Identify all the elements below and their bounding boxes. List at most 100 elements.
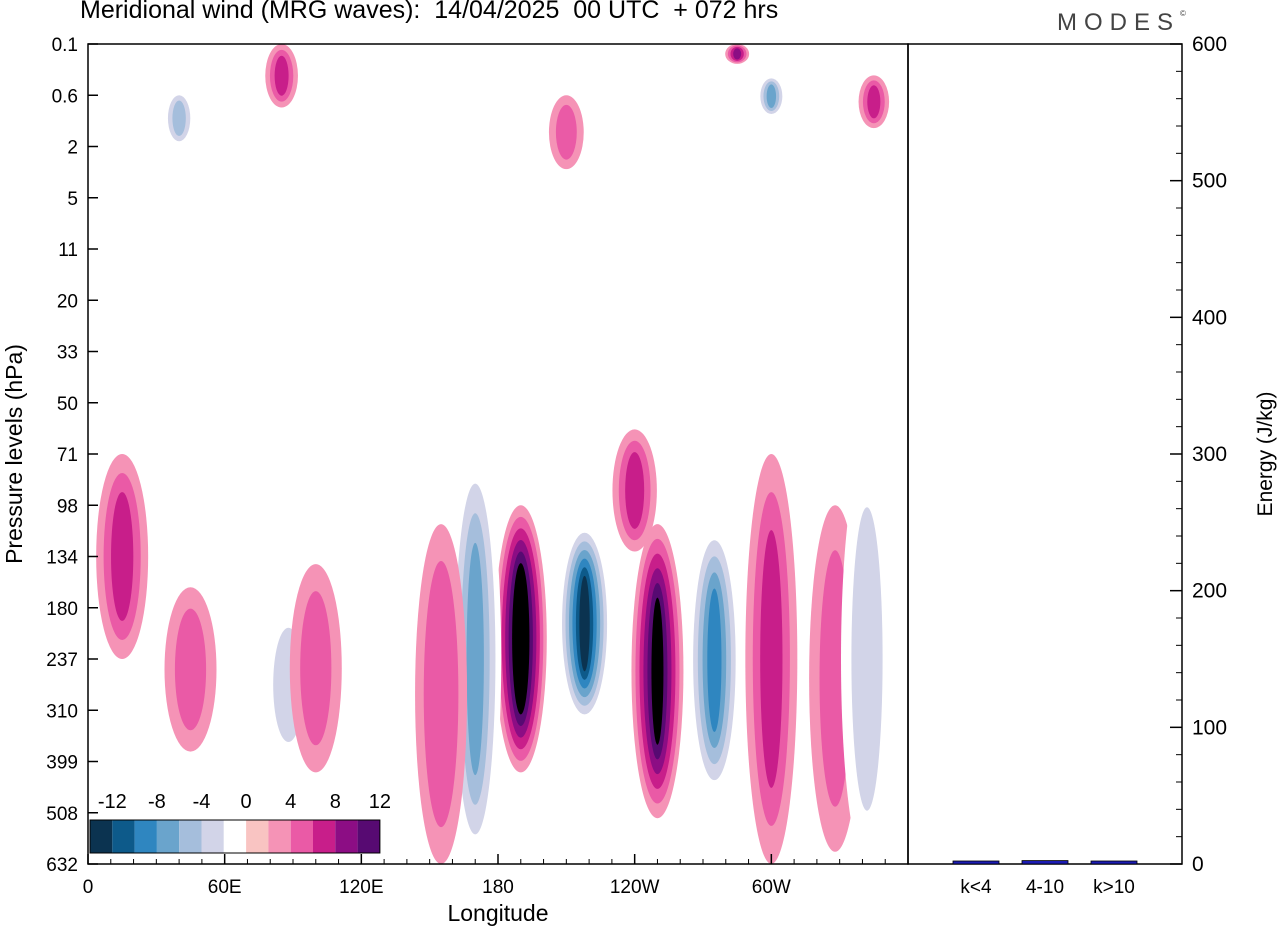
contour-band	[300, 591, 332, 746]
colorbar-swatch	[246, 820, 269, 853]
energy-y-tick-label: 300	[1192, 443, 1227, 466]
colorbar-swatch	[313, 820, 336, 853]
colorbar-swatch	[357, 820, 380, 853]
y-tick-label: 180	[46, 599, 78, 620]
y-tick-label: 2	[67, 138, 78, 159]
field-feature	[164, 587, 217, 752]
heatmap-field	[96, 44, 893, 864]
field-feature	[688, 524, 741, 797]
colorbar-label: 0	[241, 791, 252, 813]
y-tick-label: 5	[67, 189, 78, 210]
energy-category-label: k<4	[960, 877, 992, 898]
y-tick-label: 98	[57, 496, 78, 517]
x-tick-label: 120W	[610, 877, 660, 898]
colorbar-swatch	[90, 820, 113, 853]
colorbar-swatch	[223, 820, 247, 853]
field-feature	[558, 524, 611, 723]
chart-title: Meridional wind (MRG waves): 14/04/2025 …	[80, 0, 779, 24]
energy-y-tick-label: 100	[1192, 716, 1227, 739]
brand-logo: MODES©	[1057, 9, 1186, 36]
energy-bars: 0 100 200 300 400 500 600 Energy (J/kg) k<4 4-10 k…	[952, 33, 1277, 898]
colorbar-swatch	[179, 820, 202, 853]
colorbar-label: -8	[148, 791, 166, 813]
field-feature	[548, 95, 584, 170]
contour-band	[766, 84, 777, 108]
contour-band	[707, 588, 722, 732]
energy-y-tick-label: 600	[1192, 33, 1227, 56]
y-tick-label: 50	[57, 394, 78, 415]
field-feature	[494, 505, 547, 773]
y-tick-label: 0.6	[52, 86, 78, 107]
energy-category-label: k>10	[1093, 877, 1135, 898]
field-feature	[289, 564, 342, 773]
colorbar-label: -12	[98, 791, 127, 813]
x-tick-label: 0	[83, 877, 94, 898]
colorbar-swatch	[335, 820, 358, 853]
field-feature	[163, 90, 195, 147]
y-tick-label: 20	[57, 291, 78, 312]
colorbar-swatch	[201, 820, 224, 853]
contour-band	[174, 608, 207, 731]
energy-y-tick-label: 0	[1192, 853, 1204, 876]
energy-y-tick-label: 200	[1192, 580, 1227, 603]
x-tick-label: 60W	[752, 877, 791, 898]
contour-band	[274, 55, 289, 96]
energy-axis-label: Energy (J/kg)	[1254, 392, 1277, 517]
y-tick-label: 508	[46, 804, 78, 825]
y-tick-label: 0.1	[52, 35, 78, 56]
y-tick-label: 237	[46, 650, 78, 671]
colorbar: -12 -8 -4 0 4 8 12	[89, 791, 391, 854]
field-feature	[265, 44, 298, 108]
y-tick-label: 33	[57, 343, 78, 364]
colorbar-label: 8	[330, 791, 341, 813]
y-tick-label: 632	[46, 855, 78, 876]
colorbar-label: -4	[193, 791, 211, 813]
y-tick-label: 11	[58, 240, 78, 261]
field-feature	[612, 429, 657, 552]
field-feature	[96, 454, 149, 659]
energy-y-tick-label: 500	[1192, 170, 1227, 193]
contour-band	[625, 452, 645, 529]
contour-band	[867, 85, 881, 119]
contour-band	[423, 560, 459, 828]
y-tick-label: 310	[46, 701, 78, 722]
colorbar-swatch	[156, 820, 180, 853]
colorbar-frame	[89, 819, 381, 854]
contour-band	[579, 575, 590, 672]
colorbar-label: 12	[369, 791, 391, 813]
y-tick-label: 71	[57, 445, 78, 466]
colorbar-swatch	[112, 820, 135, 853]
field-feature	[745, 454, 798, 864]
energy-panel-frame	[907, 43, 1183, 865]
contour-band	[466, 542, 484, 776]
x-tick-label: 120E	[339, 877, 383, 898]
x-tick-label: 180	[482, 877, 514, 898]
energy-bar	[1021, 860, 1069, 865]
field-feature	[841, 454, 893, 864]
contour-band	[555, 104, 577, 160]
contour-band	[851, 507, 883, 811]
contour-band	[172, 100, 186, 137]
contour-band	[515, 574, 526, 703]
energy-bar	[952, 860, 1000, 865]
energy-category-label: 4-10	[1026, 877, 1064, 898]
colorbar-swatch	[134, 820, 157, 853]
energy-y-tick-label: 400	[1192, 306, 1227, 329]
x-axis-label: Longitude	[447, 900, 548, 926]
colorbar-swatch	[268, 820, 291, 853]
y-tick-label: 399	[46, 753, 78, 774]
field-feature	[415, 524, 468, 864]
colorbar-label: 4	[285, 791, 296, 813]
field-feature	[757, 75, 786, 117]
y-tick-label: 134	[46, 548, 78, 569]
contour-band	[733, 48, 742, 60]
x-tick-label: 60E	[208, 877, 242, 898]
contour-band	[760, 530, 783, 788]
field-feature	[725, 44, 750, 64]
colorbar-swatch	[290, 820, 313, 853]
contour-band	[111, 492, 134, 621]
contour-band	[651, 597, 664, 745]
energy-bar	[1090, 860, 1138, 865]
field-feature	[858, 75, 890, 129]
